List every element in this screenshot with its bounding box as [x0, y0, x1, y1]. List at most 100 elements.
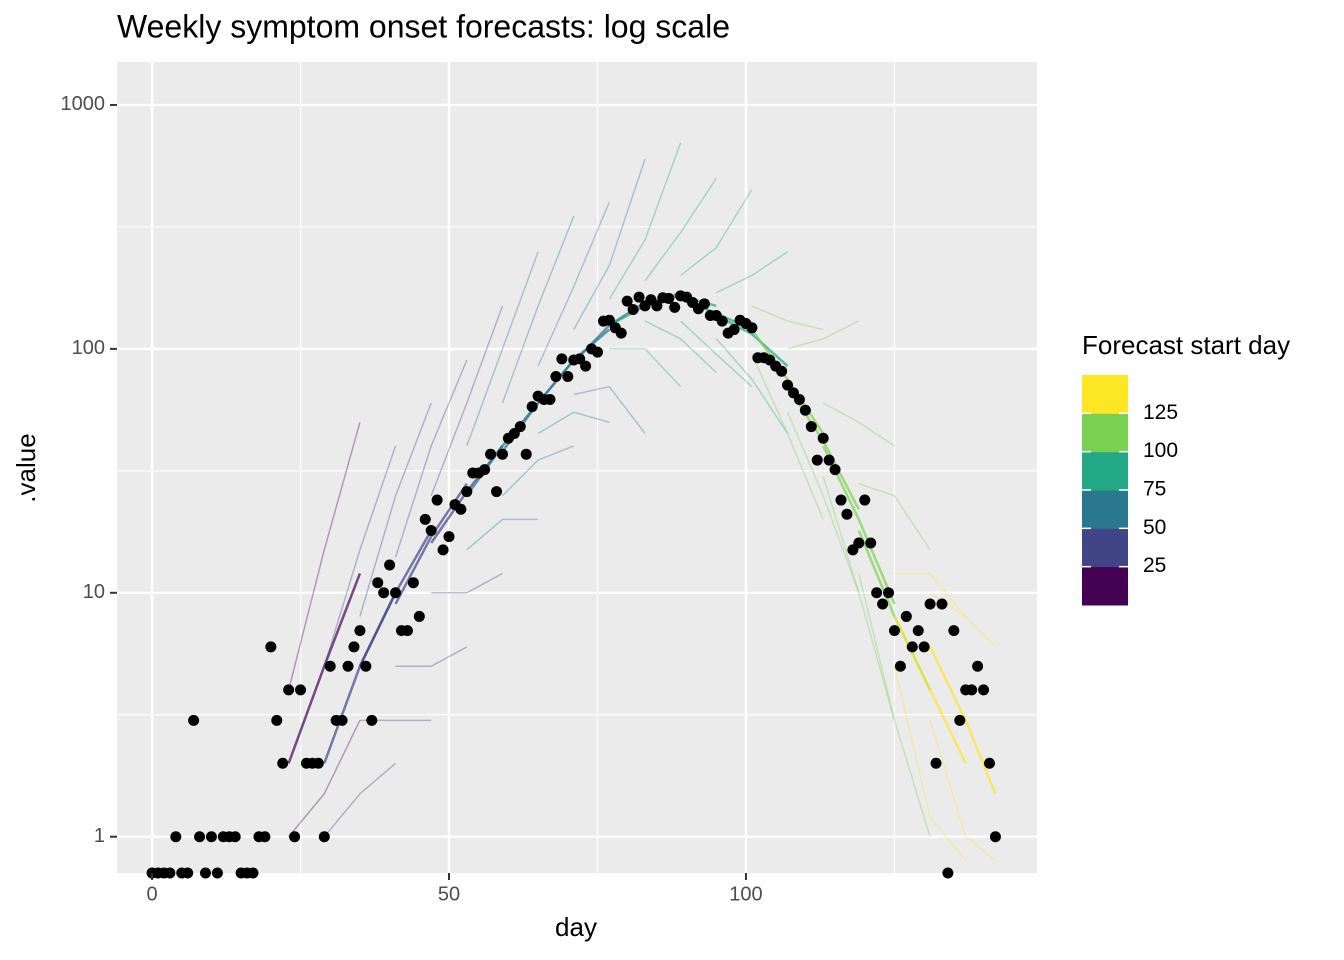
forecast-line — [537, 201, 611, 367]
forecast-line — [573, 158, 646, 330]
chart-title: Weekly symptom onset forecasts: log scal… — [117, 8, 730, 44]
observed-point — [918, 641, 930, 653]
forecast-line — [394, 359, 468, 558]
observed-point — [413, 610, 425, 622]
observed-point — [336, 714, 348, 726]
legend: 25 50 75 100 125 — [1082, 375, 1178, 606]
observed-point — [271, 714, 283, 726]
observed-point — [164, 867, 176, 879]
observed-point — [883, 587, 895, 599]
forecast-line — [751, 354, 824, 520]
legend-swatch — [1082, 375, 1128, 414]
forecast-line — [893, 615, 967, 764]
legend-swatch — [1082, 528, 1128, 568]
observed-point — [776, 365, 788, 377]
observed-point — [888, 625, 900, 637]
forecast-line — [751, 305, 824, 331]
forecast-line — [323, 445, 397, 667]
observed-point — [342, 660, 354, 672]
legend-swatch — [1082, 413, 1128, 453]
observed-point — [627, 304, 639, 316]
observed-point — [948, 625, 960, 637]
observed-point — [550, 371, 562, 383]
observed-point — [811, 454, 823, 466]
observed-point — [829, 464, 841, 476]
observed-point — [972, 660, 984, 672]
legend-swatch — [1082, 490, 1128, 529]
observed-point — [407, 577, 419, 589]
observed-point — [924, 598, 936, 610]
observed-point — [894, 660, 906, 672]
forecast-line — [608, 142, 682, 300]
observed-point — [782, 379, 794, 391]
forecast-line — [323, 762, 397, 838]
observed-point — [663, 292, 675, 304]
observed-point — [841, 508, 853, 520]
y-tick-label: 10 — [83, 581, 105, 603]
legend-swatch — [1082, 566, 1128, 606]
forecast-line — [609, 348, 682, 388]
observed-point — [728, 324, 740, 336]
observed-point — [906, 641, 918, 653]
forecast-line — [894, 572, 967, 617]
legend-title: Forecast start day — [1082, 330, 1290, 360]
observed-point — [865, 537, 877, 549]
observed-point — [514, 421, 526, 433]
observed-point — [485, 448, 497, 460]
observed-point — [194, 831, 206, 843]
panel — [117, 62, 1037, 873]
observed-point — [651, 300, 663, 312]
forecast-line — [929, 720, 996, 861]
forecast-line — [466, 518, 539, 551]
observed-point — [930, 757, 942, 769]
observed-point — [324, 660, 336, 672]
y-tick-label: 100 — [72, 337, 105, 359]
observed-point — [526, 401, 538, 413]
forecast-line — [395, 646, 468, 667]
observed-point — [461, 486, 473, 498]
observed-point — [265, 641, 277, 653]
observed-point — [366, 714, 378, 726]
forecast-line — [537, 411, 610, 435]
observed-point — [401, 625, 413, 637]
observed-point — [859, 494, 871, 506]
observed-point — [348, 641, 360, 653]
observed-point — [544, 394, 556, 406]
observed-point — [966, 684, 978, 696]
forecast-line — [287, 573, 362, 764]
observed-point — [419, 513, 431, 525]
forecast-line — [501, 445, 575, 497]
observed-point — [479, 464, 491, 476]
observed-point — [390, 587, 402, 599]
observed-point — [199, 867, 211, 879]
observed-point — [378, 587, 390, 599]
observed-point — [877, 598, 889, 610]
forecast-line — [858, 483, 931, 551]
observed-point — [603, 314, 615, 326]
observed-point — [799, 404, 811, 416]
forecast-line — [359, 402, 432, 617]
grid — [117, 62, 1037, 873]
observed-point — [360, 660, 372, 672]
legend-swatch — [1082, 451, 1128, 491]
observed-point — [900, 610, 912, 622]
observed-point — [989, 831, 1001, 843]
forecast-line — [501, 215, 575, 404]
x-tick-label: 100 — [729, 883, 762, 905]
observed-point — [805, 421, 817, 433]
observed-point — [698, 298, 710, 310]
observed-point — [936, 598, 948, 610]
forecast-line — [893, 666, 967, 861]
observed-point — [289, 831, 301, 843]
x-tick-label: 0 — [146, 883, 157, 905]
observed-point — [633, 291, 645, 303]
observed-point — [443, 531, 455, 543]
forecast-line — [787, 320, 860, 350]
observed-point — [455, 503, 467, 515]
observed — [146, 290, 1001, 879]
observed-point — [615, 327, 627, 339]
observed-point — [983, 757, 995, 769]
legend-label: 75 — [1143, 478, 1166, 501]
observed-point — [205, 831, 217, 843]
observed-point — [978, 684, 990, 696]
